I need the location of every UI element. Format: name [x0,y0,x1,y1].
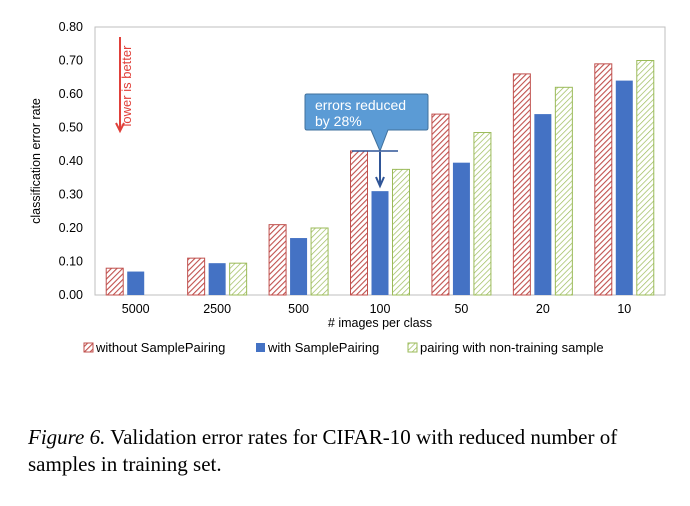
y-tick-label: 0.60 [59,87,83,101]
y-tick-label: 0.30 [59,188,83,202]
bar-nontraining-pairing [636,60,655,296]
bars [105,60,655,296]
bar-with-samplepairing [615,80,633,295]
x-tick-label: 5000 [122,302,150,316]
y-tick-label: 0.50 [59,121,83,135]
legend-label-with: with SamplePairing [267,340,379,355]
x-tick-label: 100 [370,302,391,316]
bar-nontraining-pairing [392,168,410,296]
x-tick-label: 500 [288,302,309,316]
y-tick-label: 0.70 [59,54,83,68]
lower-is-better-hint: lower is better [115,37,134,134]
callout-bubble [304,93,429,153]
legend-swatch-without [83,342,94,353]
callout-line-1: errors reduced [315,97,406,113]
bar-without-samplepairing [187,257,206,296]
legend-label-without: without SamplePairing [95,340,225,355]
hint-text: lower is better [119,45,134,127]
y-axis-title: classification error rate [29,98,43,224]
caption-text: Validation error rates for CIFAR-10 with… [28,425,618,476]
bar-without-samplepairing [105,267,124,296]
caption-lead: Figure 6. [28,425,106,449]
legend: without SamplePairing with SamplePairing… [83,340,604,355]
legend-swatch-with [256,343,265,352]
x-tick-label: 2500 [203,302,231,316]
callout-line-2: by 28% [315,113,362,129]
x-axis: 5000 2500 500 100 50 20 10 [122,302,631,316]
callout: errors reduced by 28% [304,93,429,189]
bar-with-samplepairing [290,238,308,295]
y-axis: 0.00 0.10 0.20 0.30 0.40 0.50 0.60 0.70 0.80 [59,20,83,302]
bar-without-samplepairing [268,224,287,296]
y-tick-label: 0.00 [59,288,83,302]
bar-nontraining-pairing [310,227,329,296]
x-axis-title: # images per class [328,316,432,330]
y-tick-label: 0.80 [59,20,83,34]
legend-swatch-nontraining [407,342,418,353]
bar-with-samplepairing [452,162,470,295]
bar-with-samplepairing [208,263,226,295]
x-tick-label: 50 [454,302,468,316]
bar-without-samplepairing [431,113,450,296]
bar-nontraining-pairing [554,86,573,296]
x-tick-label: 20 [536,302,550,316]
y-tick-label: 0.10 [59,255,83,269]
x-tick-label: 10 [617,302,631,316]
bar-nontraining-pairing [473,132,492,296]
legend-label-nontraining: pairing with non-training sample [420,340,604,355]
down-arrow-icon [375,152,385,189]
bar-with-samplepairing [534,114,552,295]
y-tick-label: 0.40 [59,154,83,168]
bar-with-samplepairing [127,271,145,295]
figure-caption: Figure 6. Validation error rates for CIF… [28,424,668,478]
bar-without-samplepairing [594,63,613,296]
hint-arrow-icon [115,37,125,134]
bar-nontraining-pairing [229,262,248,296]
y-tick-label: 0.20 [59,221,83,235]
bar-without-samplepairing [350,150,368,296]
bar-without-samplepairing [512,73,531,296]
bar-with-samplepairing [371,191,389,295]
bar-chart: 0.000.100.200.300.400.500.600.700.80 500… [29,20,666,355]
